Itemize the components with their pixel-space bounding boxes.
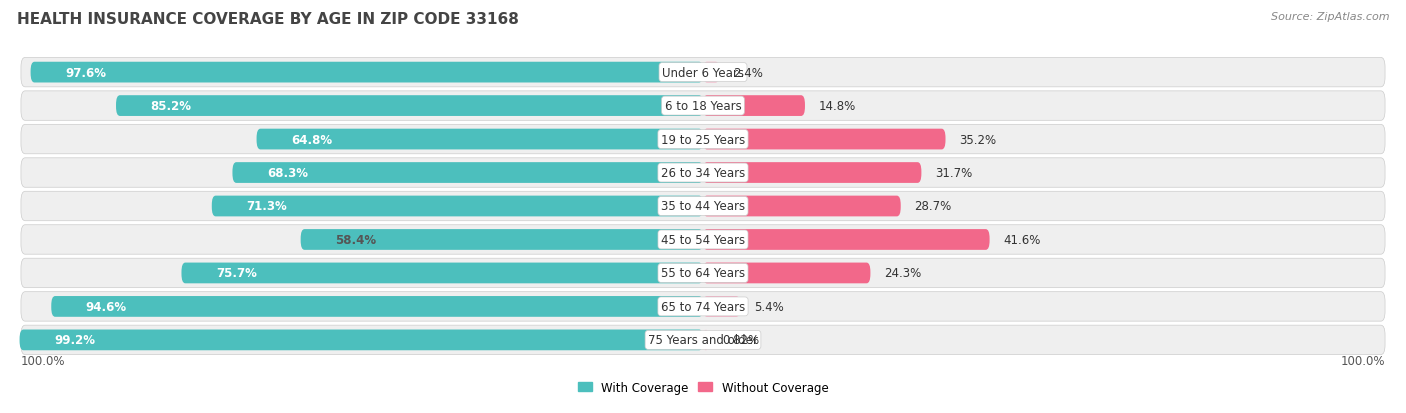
Text: 35 to 44 Years: 35 to 44 Years: [661, 200, 745, 213]
Text: 68.3%: 68.3%: [267, 166, 308, 180]
FancyBboxPatch shape: [21, 92, 1385, 121]
FancyBboxPatch shape: [181, 263, 703, 284]
FancyBboxPatch shape: [51, 296, 703, 317]
Text: 71.3%: 71.3%: [246, 200, 287, 213]
Text: HEALTH INSURANCE COVERAGE BY AGE IN ZIP CODE 33168: HEALTH INSURANCE COVERAGE BY AGE IN ZIP …: [17, 12, 519, 27]
FancyBboxPatch shape: [21, 58, 1385, 88]
FancyBboxPatch shape: [256, 129, 703, 150]
FancyBboxPatch shape: [21, 292, 1385, 321]
FancyBboxPatch shape: [703, 96, 806, 117]
Text: Under 6 Years: Under 6 Years: [662, 66, 744, 79]
FancyBboxPatch shape: [20, 330, 703, 350]
FancyBboxPatch shape: [232, 163, 703, 183]
Text: 5.4%: 5.4%: [754, 300, 783, 313]
Text: 0.82%: 0.82%: [723, 334, 759, 347]
Text: 100.0%: 100.0%: [1340, 354, 1385, 367]
Text: 24.3%: 24.3%: [884, 267, 921, 280]
Text: 75 Years and older: 75 Years and older: [648, 334, 758, 347]
FancyBboxPatch shape: [703, 129, 945, 150]
FancyBboxPatch shape: [212, 196, 703, 217]
Legend: With Coverage, Without Coverage: With Coverage, Without Coverage: [572, 376, 834, 399]
Text: Source: ZipAtlas.com: Source: ZipAtlas.com: [1271, 12, 1389, 22]
FancyBboxPatch shape: [703, 63, 720, 83]
Text: 26 to 34 Years: 26 to 34 Years: [661, 166, 745, 180]
Text: 64.8%: 64.8%: [291, 133, 332, 146]
Text: 14.8%: 14.8%: [818, 100, 856, 113]
Text: 19 to 25 Years: 19 to 25 Years: [661, 133, 745, 146]
Text: 35.2%: 35.2%: [959, 133, 997, 146]
Text: 97.6%: 97.6%: [65, 66, 105, 79]
Text: 94.6%: 94.6%: [86, 300, 127, 313]
FancyBboxPatch shape: [703, 263, 870, 284]
Text: 58.4%: 58.4%: [335, 233, 377, 247]
FancyBboxPatch shape: [301, 230, 703, 250]
FancyBboxPatch shape: [703, 196, 901, 217]
Text: 65 to 74 Years: 65 to 74 Years: [661, 300, 745, 313]
FancyBboxPatch shape: [21, 325, 1385, 355]
FancyBboxPatch shape: [21, 225, 1385, 254]
FancyBboxPatch shape: [31, 63, 703, 83]
FancyBboxPatch shape: [21, 125, 1385, 154]
Text: 100.0%: 100.0%: [21, 354, 66, 367]
FancyBboxPatch shape: [21, 259, 1385, 288]
Text: 6 to 18 Years: 6 to 18 Years: [665, 100, 741, 113]
FancyBboxPatch shape: [703, 296, 740, 317]
FancyBboxPatch shape: [117, 96, 703, 117]
Text: 85.2%: 85.2%: [150, 100, 191, 113]
FancyBboxPatch shape: [703, 330, 709, 350]
Text: 31.7%: 31.7%: [935, 166, 973, 180]
FancyBboxPatch shape: [21, 159, 1385, 188]
Text: 75.7%: 75.7%: [217, 267, 257, 280]
FancyBboxPatch shape: [21, 192, 1385, 221]
Text: 28.7%: 28.7%: [914, 200, 952, 213]
Text: 45 to 54 Years: 45 to 54 Years: [661, 233, 745, 247]
FancyBboxPatch shape: [703, 230, 990, 250]
FancyBboxPatch shape: [703, 163, 921, 183]
Text: 99.2%: 99.2%: [53, 334, 96, 347]
Text: 55 to 64 Years: 55 to 64 Years: [661, 267, 745, 280]
Text: 2.4%: 2.4%: [734, 66, 763, 79]
Text: 41.6%: 41.6%: [1004, 233, 1040, 247]
